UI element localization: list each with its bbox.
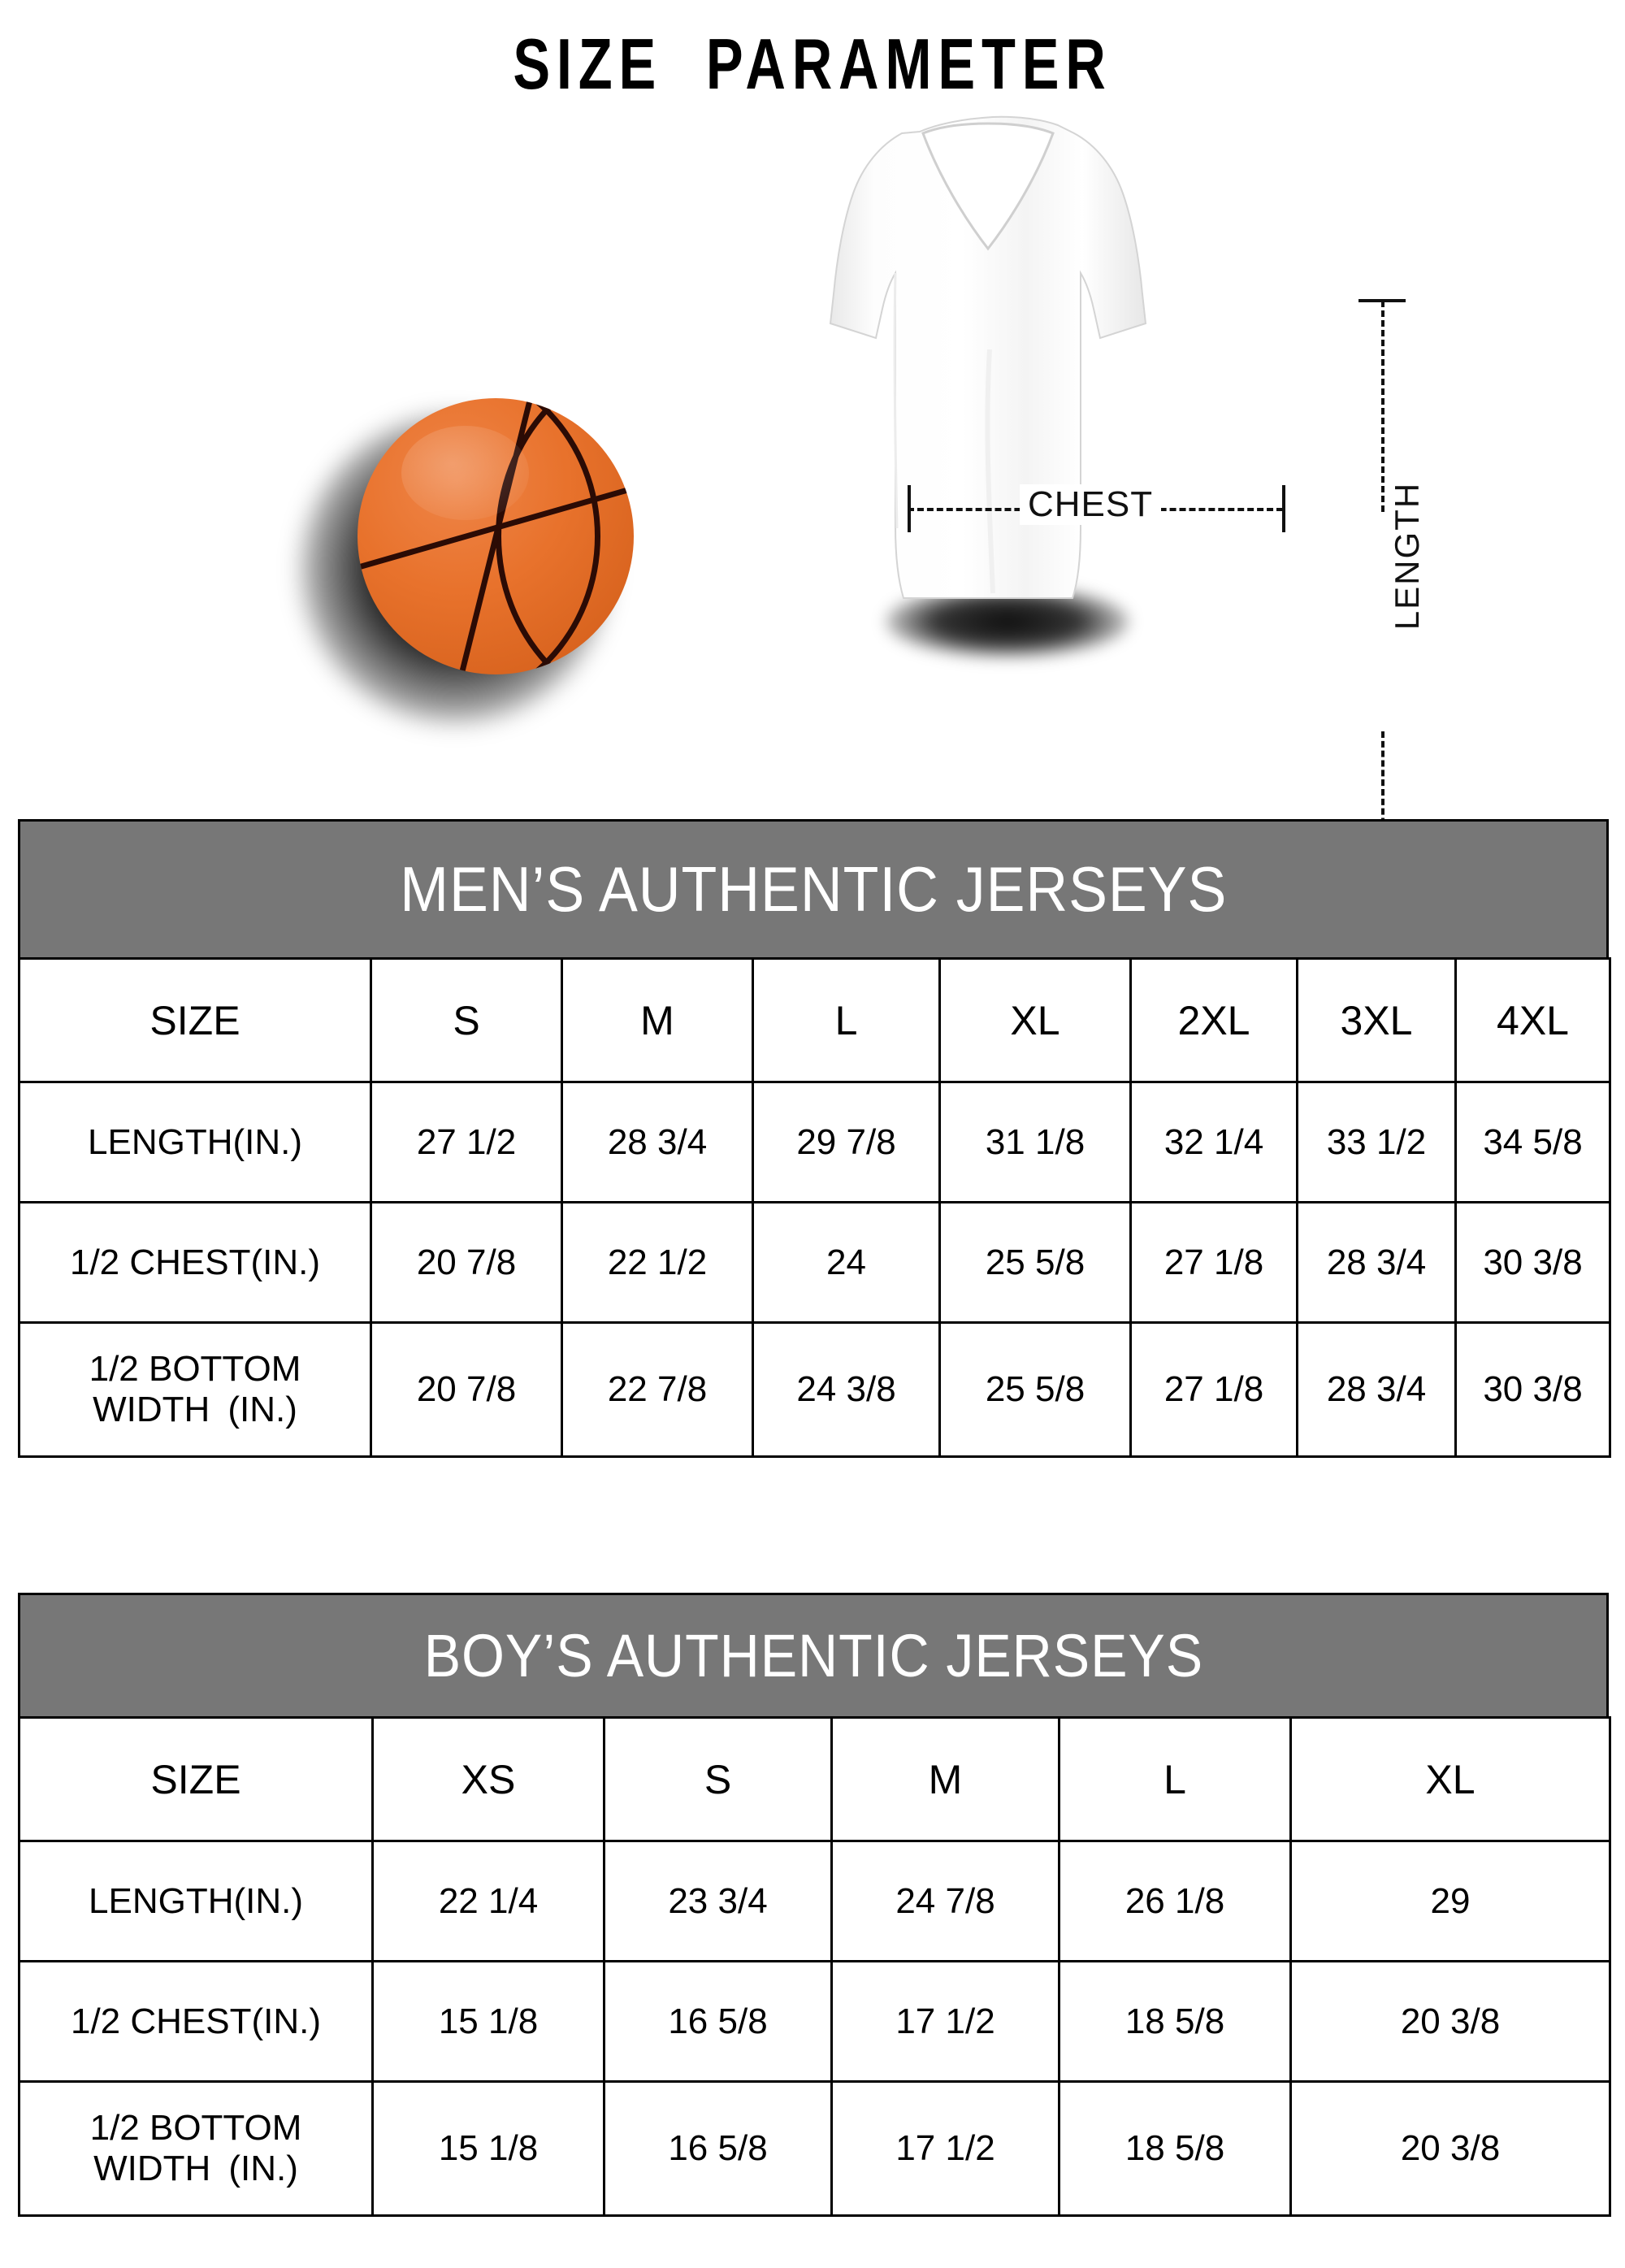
basketball-highlight	[401, 426, 529, 520]
page-title: SIZE PARAMETER	[513, 24, 1112, 104]
column-header-s: S	[370, 957, 563, 1083]
column-header-m: M	[561, 957, 754, 1083]
cell-bottom-2xl: 27 1/8	[1129, 1321, 1298, 1458]
cell-chest-4xl: 30 3/8	[1454, 1201, 1611, 1324]
cell-length-xl: 31 1/8	[938, 1081, 1132, 1203]
cell-length-s: 27 1/2	[370, 1081, 563, 1203]
cell-bottom-m: 22 7/8	[561, 1321, 754, 1458]
cell-length-l: 26 1/8	[1058, 1840, 1292, 1962]
basketball-seam-curve-right	[496, 398, 634, 674]
column-header-xs: XS	[371, 1716, 605, 1842]
basketball-icon	[301, 390, 658, 731]
chest-cap-right	[1282, 485, 1285, 532]
table-header-row: SIZE S M L XL 2XL 3XL 4XL	[18, 957, 1611, 1083]
chest-label: CHEST	[1020, 484, 1162, 525]
cell-chest-l: 24	[752, 1201, 941, 1324]
cell-length-4xl: 34 5/8	[1454, 1081, 1611, 1203]
length-label: LENGTH	[1388, 481, 1426, 631]
table-row: 1/2 BOTTOM WIDTH (IN.) 15 1/8 16 5/8 17 …	[18, 2080, 1611, 2217]
mens-table-heading: MEN’S AUTHENTIC JERSEYS	[18, 819, 1609, 957]
column-header-size: SIZE	[18, 957, 372, 1083]
column-header-m: M	[830, 1716, 1060, 1842]
boys-size-table: SIZE XS S M L XL LENGTH(IN.) 22 1/4 23 3…	[18, 1716, 1611, 2217]
column-header-4xl: 4XL	[1454, 957, 1611, 1083]
cell-length-xl: 29	[1289, 1840, 1611, 1962]
mens-table-heading-text: MEN’S AUTHENTIC JERSEYS	[399, 853, 1227, 925]
boys-size-table-block: BOY’S AUTHENTIC JERSEYS SIZE XS S M L XL…	[18, 1593, 1611, 2217]
table-row: LENGTH(IN.) 27 1/2 28 3/4 29 7/8 31 1/8 …	[18, 1081, 1611, 1203]
row-label-half-bottom-width: 1/2 BOTTOM WIDTH (IN.)	[18, 2080, 374, 2217]
hero-illustration: CHEST LENGTH	[0, 106, 1625, 855]
column-header-3xl: 3XL	[1296, 957, 1457, 1083]
table-header-row: SIZE XS S M L XL	[18, 1716, 1611, 1842]
column-header-size: SIZE	[18, 1716, 374, 1842]
table-row: 1/2 CHEST(IN.) 20 7/8 22 1/2 24 25 5/8 2…	[18, 1201, 1611, 1324]
cell-chest-xl: 20 3/8	[1289, 1960, 1611, 2083]
cell-chest-xs: 15 1/8	[371, 1960, 605, 2083]
cell-chest-3xl: 28 3/4	[1296, 1201, 1457, 1324]
table-row: LENGTH(IN.) 22 1/4 23 3/4 24 7/8 26 1/8 …	[18, 1840, 1611, 1962]
jersey-vneck	[921, 122, 1055, 251]
cell-chest-l: 18 5/8	[1058, 1960, 1292, 2083]
cell-length-3xl: 33 1/2	[1296, 1081, 1457, 1203]
row-label-length: LENGTH(IN.)	[18, 1081, 372, 1203]
cell-chest-m: 22 1/2	[561, 1201, 754, 1324]
cell-bottom-3xl: 28 3/4	[1296, 1321, 1457, 1458]
mens-size-table-block: MEN’S AUTHENTIC JERSEYS SIZE S M L XL 2X…	[18, 819, 1611, 1458]
length-dimension-line-bottom	[1381, 731, 1384, 853]
column-header-l: L	[752, 957, 941, 1083]
jersey-fold-center	[985, 349, 995, 594]
cell-bottom-s: 16 5/8	[603, 2080, 833, 2217]
column-header-l: L	[1058, 1716, 1292, 1842]
row-label-half-chest: 1/2 CHEST(IN.)	[18, 1201, 372, 1324]
cell-bottom-4xl: 30 3/8	[1454, 1321, 1611, 1458]
column-header-2xl: 2XL	[1129, 957, 1298, 1083]
row-label-length: LENGTH(IN.)	[18, 1840, 374, 1962]
table-row: 1/2 CHEST(IN.) 15 1/8 16 5/8 17 1/2 18 5…	[18, 1960, 1611, 2083]
column-header-xl: XL	[938, 957, 1132, 1083]
cell-length-m: 28 3/4	[561, 1081, 754, 1203]
row-label-half-bottom-width: 1/2 BOTTOM WIDTH (IN.)	[18, 1321, 372, 1458]
cell-bottom-s: 20 7/8	[370, 1321, 563, 1458]
row-label-half-chest: 1/2 CHEST(IN.)	[18, 1960, 374, 2083]
cell-bottom-xl: 25 5/8	[938, 1321, 1132, 1458]
cell-bottom-l: 18 5/8	[1058, 2080, 1292, 2217]
cell-length-xs: 22 1/4	[371, 1840, 605, 1962]
column-header-xl: XL	[1289, 1716, 1611, 1842]
cell-chest-xl: 25 5/8	[938, 1201, 1132, 1324]
cell-length-s: 23 3/4	[603, 1840, 833, 1962]
cell-length-2xl: 32 1/4	[1129, 1081, 1298, 1203]
length-dimension-line-top	[1381, 301, 1384, 512]
cell-bottom-l: 24 3/8	[752, 1321, 941, 1458]
cell-chest-s: 16 5/8	[603, 1960, 833, 2083]
table-row: 1/2 BOTTOM WIDTH (IN.) 20 7/8 22 7/8 24 …	[18, 1321, 1611, 1458]
cell-chest-m: 17 1/2	[830, 1960, 1060, 2083]
cell-chest-s: 20 7/8	[370, 1201, 563, 1324]
cell-length-l: 29 7/8	[752, 1081, 941, 1203]
boys-table-heading-text: BOY’S AUTHENTIC JERSEYS	[423, 1622, 1203, 1689]
column-header-s: S	[603, 1716, 833, 1842]
cell-bottom-m: 17 1/2	[830, 2080, 1060, 2217]
basketball-jersey-icon	[772, 106, 1227, 756]
cell-bottom-xs: 15 1/8	[371, 2080, 605, 2217]
jersey-svg	[829, 115, 1147, 599]
boys-table-heading: BOY’S AUTHENTIC JERSEYS	[18, 1593, 1609, 1716]
jersey-fold-left	[893, 272, 899, 529]
cell-bottom-xl: 20 3/8	[1289, 2080, 1611, 2217]
basketball-body	[358, 398, 634, 674]
mens-size-table: SIZE S M L XL 2XL 3XL 4XL LENGTH(IN.) 27…	[18, 957, 1611, 1458]
cell-length-m: 24 7/8	[830, 1840, 1060, 1962]
cell-chest-2xl: 27 1/8	[1129, 1201, 1298, 1324]
